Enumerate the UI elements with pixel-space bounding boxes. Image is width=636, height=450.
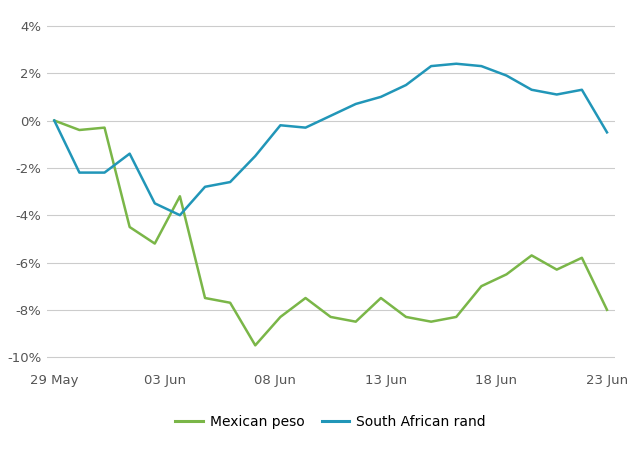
Mexican peso xyxy=(126,224,134,230)
Legend: Mexican peso, South African rand: Mexican peso, South African rand xyxy=(170,410,492,434)
Mexican peso xyxy=(100,125,108,130)
Mexican peso xyxy=(452,314,460,319)
Mexican peso xyxy=(402,314,410,319)
South African rand xyxy=(126,151,134,156)
South African rand xyxy=(553,92,560,97)
Mexican peso xyxy=(226,300,234,306)
South African rand xyxy=(76,170,83,176)
South African rand xyxy=(251,153,259,159)
Mexican peso xyxy=(578,255,586,261)
Mexican peso xyxy=(251,342,259,348)
Line: South African rand: South African rand xyxy=(54,64,607,215)
South African rand xyxy=(502,73,510,78)
South African rand xyxy=(176,212,184,218)
South African rand xyxy=(226,180,234,185)
Mexican peso xyxy=(427,319,435,324)
South African rand xyxy=(151,201,158,206)
South African rand xyxy=(528,87,536,92)
Mexican peso xyxy=(50,118,58,123)
Mexican peso xyxy=(201,295,209,301)
South African rand xyxy=(50,118,58,123)
Mexican peso xyxy=(553,267,560,272)
Mexican peso xyxy=(301,295,309,301)
Mexican peso xyxy=(478,284,485,289)
Mexican peso xyxy=(151,241,158,246)
Mexican peso xyxy=(528,253,536,258)
South African rand xyxy=(578,87,586,92)
Mexican peso xyxy=(377,295,385,301)
South African rand xyxy=(402,82,410,88)
South African rand xyxy=(201,184,209,189)
Mexican peso xyxy=(277,314,284,319)
Mexican peso xyxy=(603,307,611,313)
South African rand xyxy=(100,170,108,176)
South African rand xyxy=(377,94,385,99)
Mexican peso xyxy=(502,272,510,277)
South African rand xyxy=(327,113,335,118)
South African rand xyxy=(301,125,309,130)
South African rand xyxy=(452,61,460,67)
South African rand xyxy=(352,101,359,107)
South African rand xyxy=(277,122,284,128)
Mexican peso xyxy=(76,127,83,133)
Mexican peso xyxy=(352,319,359,324)
South African rand xyxy=(427,63,435,69)
South African rand xyxy=(478,63,485,69)
Mexican peso xyxy=(327,314,335,319)
South African rand xyxy=(603,130,611,135)
Mexican peso xyxy=(176,194,184,199)
Line: Mexican peso: Mexican peso xyxy=(54,121,607,345)
